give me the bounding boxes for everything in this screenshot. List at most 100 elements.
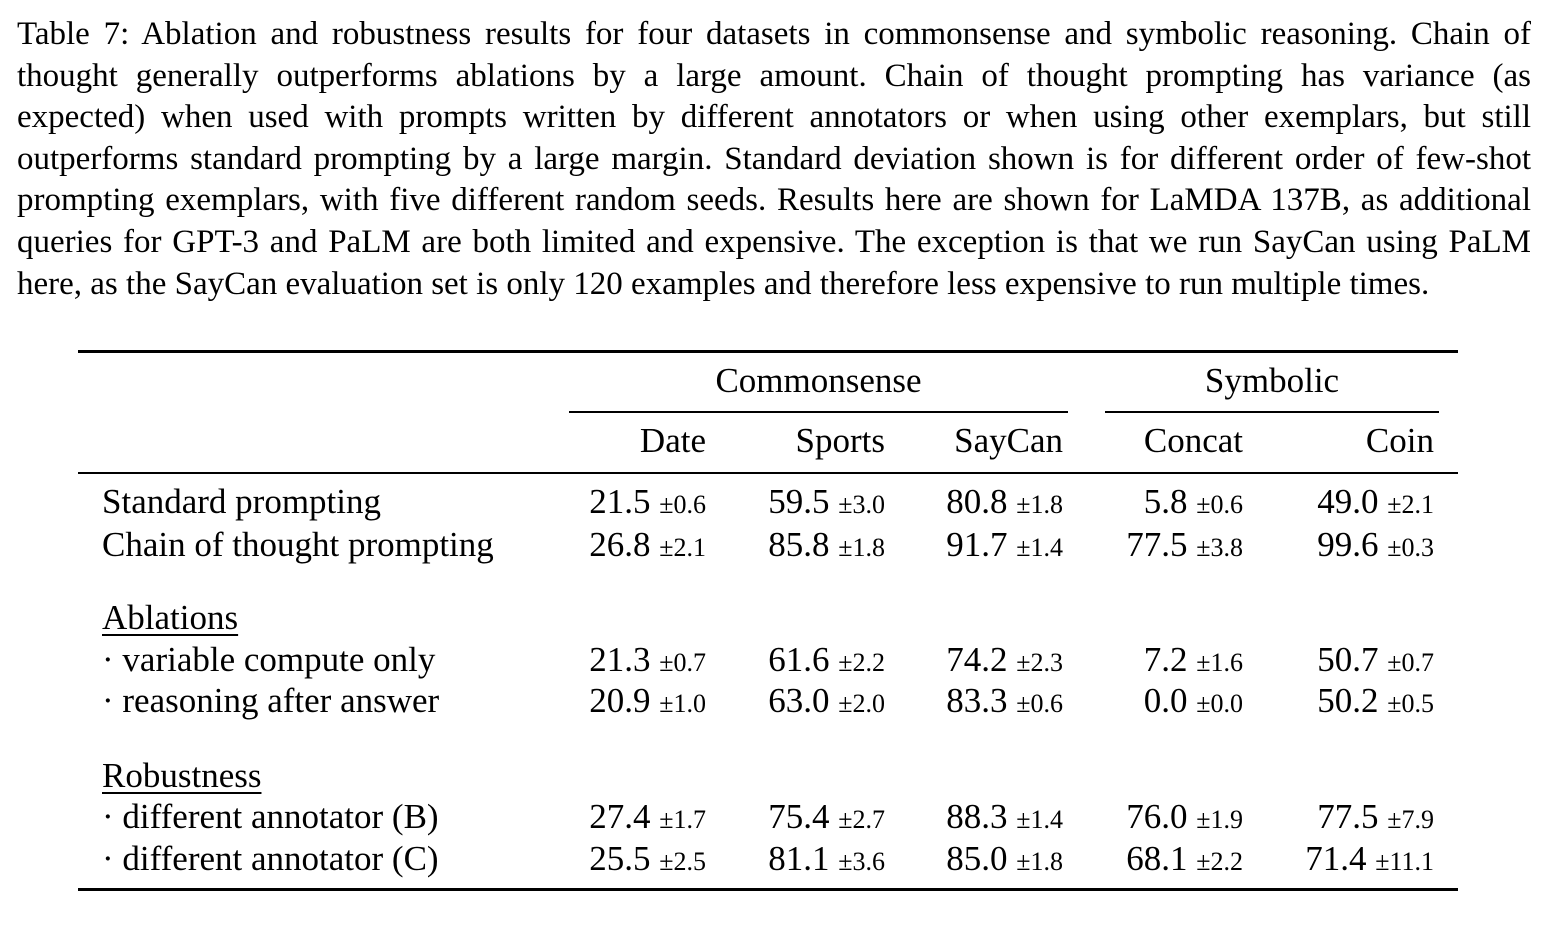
cell-value: 61.6 (768, 640, 830, 679)
column-header: Sports (795, 421, 885, 460)
cell-std: ±0.7 (1387, 648, 1434, 677)
cell-value: 99.6 (1317, 525, 1379, 564)
row-label: · variable compute only (102, 640, 436, 679)
table-cell: 71.4 ±11.1 (1305, 839, 1434, 882)
section-heading: Robustness (0, 756, 1566, 796)
cell-std: ±0.7 (659, 648, 706, 677)
table-row: · reasoning after answer 20.9 ±1.0 63.0 ±2… (0, 681, 1566, 721)
cell-value: 5.8 (1143, 482, 1188, 521)
table-cell: 50.2 ±0.5 (1317, 681, 1434, 724)
cell-value: 76.0 (1126, 797, 1188, 836)
cell-std: ±2.1 (659, 533, 706, 562)
cell-std: ±0.6 (1196, 490, 1243, 519)
cell-std: ±2.3 (1016, 648, 1063, 677)
column-header: Coin (1365, 421, 1434, 460)
table-cell: 25.5 ±2.5 (589, 839, 706, 882)
column-header: Date (639, 421, 706, 460)
cell-value: 85.8 (768, 525, 830, 564)
cell-value: 20.9 (589, 681, 651, 720)
table-cell: 0.0 ±0.0 (1144, 681, 1243, 724)
table-cell: 61.6 ±2.2 (768, 640, 885, 683)
group-header-commonsense: Commonsense (715, 361, 922, 400)
row-label: · different annotator (C) (102, 839, 439, 878)
cell-std: ±2.2 (1196, 847, 1243, 876)
cell-value: 63.0 (768, 681, 830, 720)
cell-value: 91.7 (946, 525, 1008, 564)
cell-std: ±2.1 (1387, 490, 1434, 519)
cell-value: 7.2 (1143, 640, 1188, 679)
cell-value: 50.2 (1317, 681, 1379, 720)
cell-value: 85.0 (946, 839, 1008, 878)
table-row: · variable compute only 21.3 ±0.7 61.6 ±2.… (0, 640, 1566, 680)
table-cell: 59.5 ±3.0 (768, 482, 885, 525)
row-label: Standard prompting (102, 482, 381, 521)
cell-std: ±1.8 (1016, 847, 1063, 876)
cell-value: 80.8 (946, 482, 1008, 521)
column-header-row: Date Sports SayCan Concat Coin (0, 421, 1566, 461)
table-cell: 80.8 ±1.8 (946, 482, 1063, 525)
cell-std: ±0.6 (659, 490, 706, 519)
table-cell: 75.4 ±2.7 (768, 797, 885, 840)
table-cell: 83.3 ±0.6 (946, 681, 1063, 724)
table-cell: 77.5 ±7.9 (1317, 797, 1434, 840)
cell-value: 0.0 (1143, 681, 1188, 720)
cell-std: ±1.7 (659, 805, 706, 834)
table-cell: 26.8 ±2.1 (589, 525, 706, 568)
table-cell: 77.5 ±3.8 (1126, 525, 1243, 568)
cell-std: ±1.8 (838, 533, 885, 562)
table-cell: 49.0 ±2.1 (1317, 482, 1434, 525)
cell-std: ±1.4 (1016, 533, 1063, 562)
cell-std: ±0.5 (1387, 689, 1434, 718)
table-caption: Table 7: Ablation and robustness results… (17, 16, 1531, 302)
column-header: Concat (1143, 421, 1243, 460)
cell-value: 71.4 (1305, 839, 1367, 878)
table-row: · different annotator (B) 27.4 ±1.7 75.4 ±… (0, 797, 1566, 837)
cell-value: 75.4 (768, 797, 830, 836)
top-rule (78, 350, 1458, 353)
table-cell: 20.9 ±1.0 (589, 681, 706, 724)
cell-value: 83.3 (946, 681, 1008, 720)
table-cell: 68.1 ±2.2 (1126, 839, 1243, 882)
cell-std: ±3.8 (1196, 533, 1243, 562)
table-cell: 74.2 ±2.3 (946, 640, 1063, 683)
table-cell: 76.0 ±1.9 (1126, 797, 1243, 840)
cell-std: ±2.7 (838, 805, 885, 834)
cell-std: ±1.6 (1196, 648, 1243, 677)
row-label: Chain of thought prompting (102, 525, 494, 564)
mid-rule (78, 472, 1458, 474)
cell-value: 59.5 (768, 482, 830, 521)
cell-std: ±1.0 (659, 689, 706, 718)
cell-value: 88.3 (946, 797, 1008, 836)
row-label: · reasoning after answer (102, 681, 440, 720)
table-cell: 7.2 ±1.6 (1144, 640, 1243, 683)
row-label: · different annotator (B) (102, 797, 439, 836)
table-cell: 21.3 ±0.7 (589, 640, 706, 683)
table-cell: 88.3 ±1.4 (946, 797, 1063, 840)
cell-value: 74.2 (946, 640, 1008, 679)
cell-value: 49.0 (1317, 482, 1379, 521)
cmidrule-symbolic (1105, 411, 1439, 413)
table-cell: 21.5 ±0.6 (589, 482, 706, 525)
table-cell: 5.8 ±0.6 (1144, 482, 1243, 525)
table-cell: 50.7 ±0.7 (1317, 640, 1434, 683)
table-cell: 85.8 ±1.8 (768, 525, 885, 568)
cell-std: ±0.6 (1016, 689, 1063, 718)
cell-value: 25.5 (589, 839, 651, 878)
cell-value: 21.3 (589, 640, 651, 679)
cell-value: 50.7 (1317, 640, 1379, 679)
cell-value: 68.1 (1126, 839, 1188, 878)
section-robustness: Robustness (102, 756, 262, 795)
table-row: Chain of thought prompting 26.8 ±2.1 85.8 … (0, 525, 1566, 565)
cell-std: ±0.3 (1387, 533, 1434, 562)
cell-std: ±3.6 (838, 847, 885, 876)
table-cell: 85.0 ±1.8 (946, 839, 1063, 882)
table-cell: 27.4 ±1.7 (589, 797, 706, 840)
cell-value: 77.5 (1126, 525, 1188, 564)
cell-std: ±11.1 (1375, 847, 1434, 876)
cell-std: ±1.8 (1016, 490, 1063, 519)
cell-value: 77.5 (1317, 797, 1379, 836)
cell-std: ±2.2 (838, 648, 885, 677)
column-header: SayCan (954, 421, 1063, 460)
section-heading: Ablations (0, 598, 1566, 638)
cell-std: ±3.0 (838, 490, 885, 519)
